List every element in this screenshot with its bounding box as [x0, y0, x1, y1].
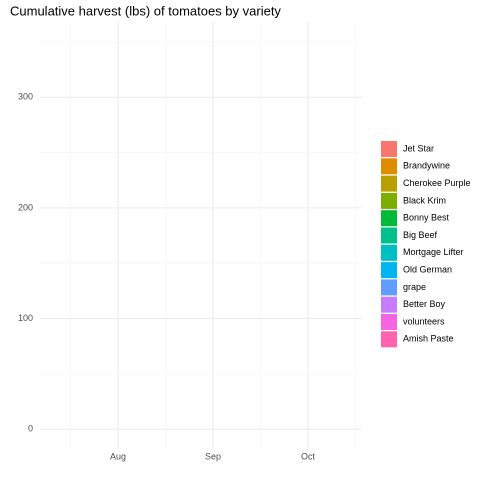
legend-label: Big Beef	[403, 230, 438, 240]
y-tick-label: 0	[28, 424, 33, 434]
legend-key	[381, 314, 397, 330]
x-tick-label: Sep	[205, 451, 221, 461]
legend-key	[381, 158, 397, 175]
legend-label: grape	[403, 282, 426, 292]
chart-title: Cumulative harvest (lbs) of tomatoes by …	[10, 3, 281, 18]
x-tick-label: Oct	[301, 451, 316, 461]
legend-key	[381, 210, 397, 227]
y-tick-label: 300	[18, 92, 33, 102]
legend-key	[381, 279, 397, 296]
legend-label: Amish Paste	[403, 334, 454, 344]
legend-label: Mortgage Lifter	[403, 247, 464, 257]
legend-key	[381, 262, 397, 279]
x-tick-label: Aug	[110, 451, 126, 461]
legend-key	[381, 192, 397, 209]
legend-label: Jet Star	[403, 143, 434, 153]
legend-key	[381, 296, 397, 313]
legend-key	[381, 175, 397, 192]
legend-label: volunteers	[403, 316, 445, 326]
legend-label: Better Boy	[403, 299, 446, 309]
legend-label: Brandywine	[403, 161, 450, 171]
legend-key	[381, 141, 397, 157]
legend-key	[381, 244, 397, 261]
y-tick-label: 200	[18, 202, 33, 212]
legend-key	[381, 227, 397, 244]
legend-label: Cherokee Purple	[403, 178, 471, 188]
legend-label: Black Krim	[403, 195, 446, 205]
legend-label: Bonny Best	[403, 213, 450, 223]
legend-label: Old German	[403, 264, 452, 274]
legend-key	[381, 331, 397, 348]
y-tick-label: 100	[18, 313, 33, 323]
